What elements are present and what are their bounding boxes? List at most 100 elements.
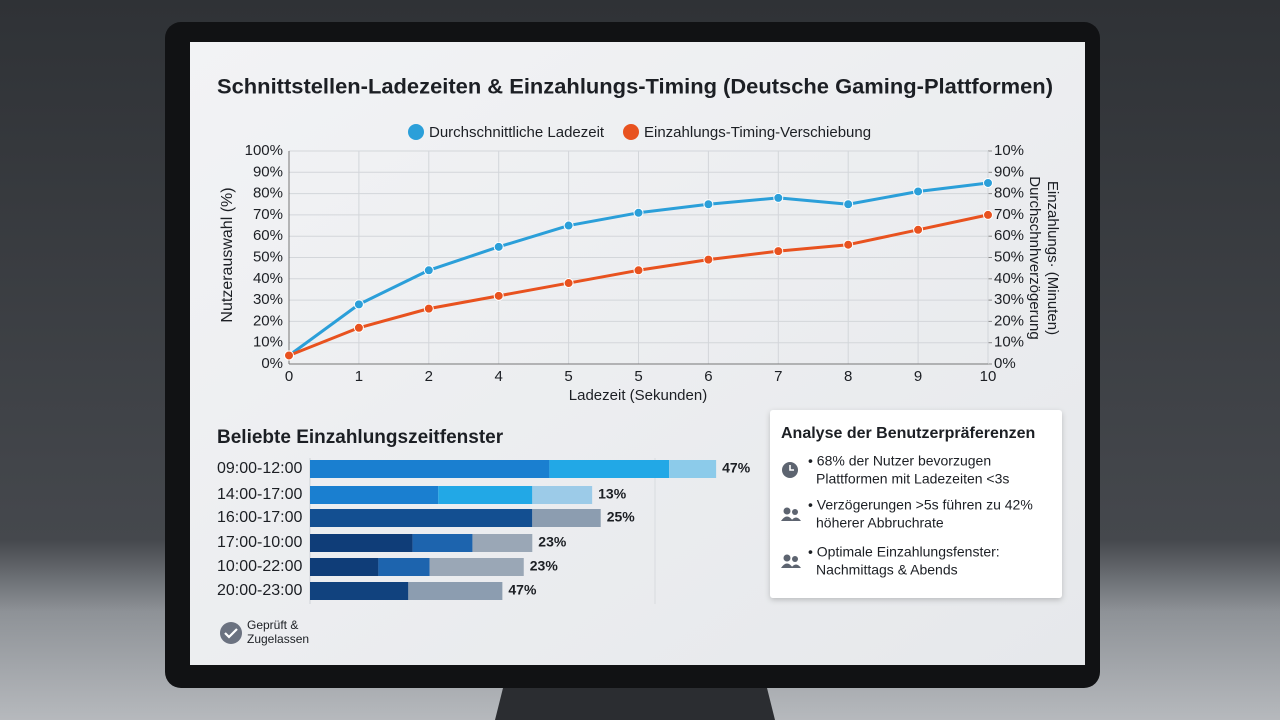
badge-text: Zugelassen	[247, 632, 309, 646]
data-point	[284, 350, 294, 361]
data-point	[423, 265, 434, 276]
time-label: 09:00-12:00	[217, 460, 303, 477]
y-tick-label: 100%	[245, 142, 283, 159]
badge-icon	[220, 622, 242, 644]
time-label: 16:00-17:00	[217, 509, 303, 526]
y2-axis-label: Durchschnhverzögerung	[1026, 176, 1043, 339]
x-tick-label: 8	[844, 368, 852, 385]
bar-label: 23%	[538, 534, 567, 550]
bar-segment	[412, 534, 473, 552]
legend-marker	[623, 124, 639, 140]
data-point	[493, 241, 504, 252]
bar-segment	[310, 486, 439, 504]
monitor-stand	[495, 680, 775, 720]
y2-tick-label: 10%	[994, 142, 1024, 159]
bar-label: 47%	[508, 582, 537, 598]
bar-segment	[532, 486, 593, 504]
data-point	[773, 246, 784, 257]
chart-title: Schnittstellen-Ladezeiten & Einzahlungs-…	[217, 76, 1053, 99]
y2-tick-label: 90%	[994, 163, 1024, 180]
data-point	[493, 290, 504, 301]
x-tick-label: 10	[980, 368, 997, 385]
time-label: 20:00-23:00	[217, 582, 303, 599]
y-tick-label: 10%	[253, 334, 283, 351]
panel-text: höherer Abbruchrate	[816, 515, 944, 531]
bars-title: Beliebte Einzahlungszeitfenster	[217, 427, 504, 448]
bar-segment	[549, 460, 670, 478]
y2-axis-label: Einzahlungs· (Minuten)	[1044, 181, 1061, 335]
legend-label: Durchschnittliche Ladezeit	[429, 124, 605, 141]
data-point	[423, 303, 434, 314]
x-tick-label: 4	[495, 368, 503, 385]
icon-users	[781, 554, 801, 568]
y-tick-label: 70%	[253, 206, 283, 223]
data-point	[353, 299, 364, 310]
x-tick-label: 9	[914, 368, 922, 385]
y-axis-label: Nutzerauswahl (%)	[219, 187, 236, 322]
x-tick-label: 7	[774, 368, 782, 385]
bar-segment	[669, 460, 717, 478]
time-label: 10:00-22:00	[217, 558, 303, 575]
bar-segment	[310, 509, 533, 527]
y2-tick-label: 10%	[994, 334, 1024, 351]
bar-label: 13%	[598, 486, 627, 502]
y-tick-label: 30%	[253, 291, 283, 308]
badge-text: Geprüft &	[247, 618, 298, 632]
panel-text: • Verzögerungen >5s führen zu 42%	[808, 497, 1033, 513]
bar-segment	[438, 486, 533, 504]
icon-clock	[782, 462, 798, 478]
legend-marker	[408, 124, 424, 140]
bar-segment	[310, 558, 379, 576]
bar-segment	[378, 558, 430, 576]
y-tick-label: 60%	[253, 227, 283, 244]
panel-text: • Optimale Einzahlungsfenster:	[808, 544, 1000, 560]
data-point	[633, 207, 644, 218]
data-point	[773, 192, 784, 203]
data-point	[983, 177, 993, 188]
y-tick-label: 50%	[253, 248, 283, 265]
bar-segment	[408, 582, 503, 600]
y2-tick-label: 0%	[994, 355, 1016, 372]
x-tick-label: 5	[634, 368, 642, 385]
time-label: 17:00-10:00	[217, 534, 303, 551]
icon-users	[781, 507, 801, 521]
data-point	[983, 209, 993, 220]
y-tick-label: 0%	[261, 355, 283, 372]
y2-tick-label: 60%	[994, 227, 1024, 244]
x-tick-label: 2	[425, 368, 433, 385]
panel-text: Nachmittags & Abends	[816, 562, 958, 578]
panel-text: • 68% der Nutzer bevorzugen	[808, 453, 991, 469]
y2-tick-label: 40%	[994, 270, 1024, 287]
y-tick-label: 80%	[253, 185, 283, 202]
data-point	[843, 239, 854, 250]
data-point	[563, 278, 574, 289]
panel-title: Analyse der Benutzerpräferenzen	[781, 425, 1035, 442]
data-point	[913, 186, 924, 197]
y2-tick-label: 30%	[994, 291, 1024, 308]
bar-segment	[310, 460, 550, 478]
data-point	[703, 254, 714, 265]
data-point	[633, 265, 644, 276]
x-tick-label: 5	[564, 368, 572, 385]
x-tick-label: 0	[285, 368, 293, 385]
data-point	[913, 224, 924, 235]
y2-tick-label: 80%	[994, 185, 1024, 202]
bar-segment	[310, 534, 413, 552]
data-point	[353, 322, 364, 333]
y-tick-label: 20%	[253, 312, 283, 329]
bar-label: 25%	[607, 509, 636, 525]
analysis-panel	[770, 410, 1062, 598]
bar-label: 47%	[722, 460, 751, 476]
x-axis-label: Ladezeit (Sekunden)	[569, 387, 707, 404]
data-point	[843, 199, 854, 210]
y-tick-label: 90%	[253, 163, 283, 180]
x-tick-label: 6	[704, 368, 712, 385]
y2-tick-label: 20%	[994, 312, 1024, 329]
bar-label: 23%	[530, 558, 559, 574]
y-tick-label: 40%	[253, 270, 283, 287]
bar-segment	[310, 582, 409, 600]
time-label: 14:00-17:00	[217, 486, 303, 503]
x-tick-label: 1	[355, 368, 363, 385]
legend-label: Einzahlungs-Timing-Verschiebung	[644, 124, 871, 141]
